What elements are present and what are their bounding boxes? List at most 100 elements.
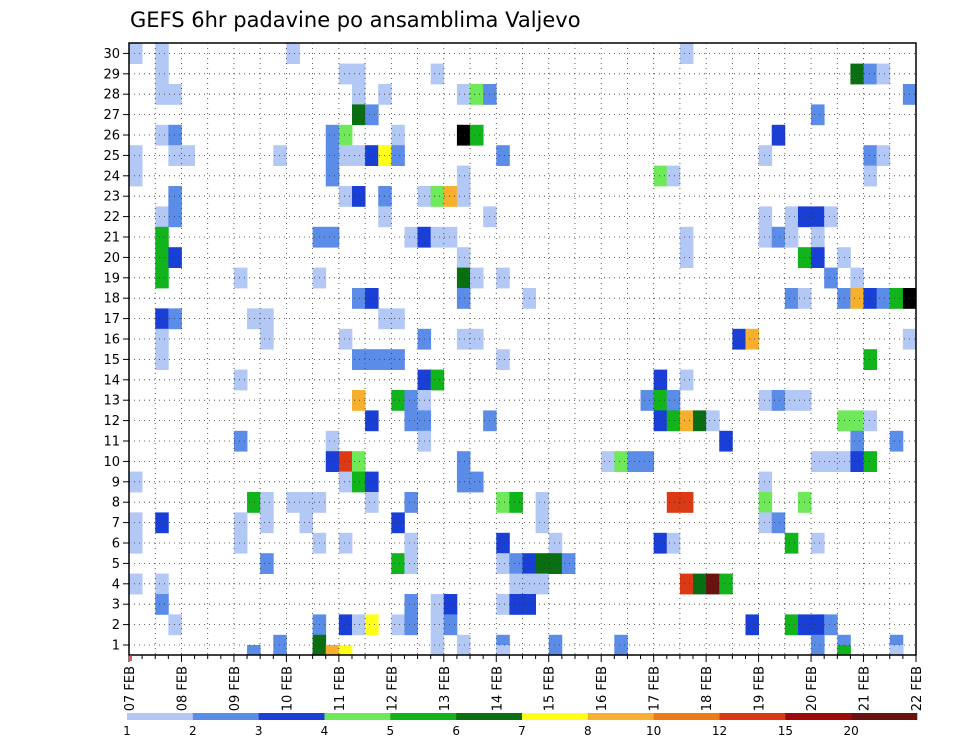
y-axis: 1234567891011121314151617181920212223242…: [103, 47, 129, 654]
heatmap-cell: [273, 145, 287, 166]
heatmap-cell: [155, 308, 169, 330]
heatmap-cell: [666, 410, 681, 432]
y-tick-label: 13: [103, 394, 120, 409]
colorbar-segment: [258, 713, 325, 720]
heatmap-cell: [338, 614, 353, 636]
heatmap-cell: [365, 349, 379, 370]
heatmap-cell: [155, 63, 169, 85]
heatmap-cell: [365, 410, 379, 432]
heatmap-cell: [509, 553, 523, 574]
heatmap-cell: [601, 451, 615, 472]
heatmap-cell: [430, 594, 445, 615]
heatmap-cell: [443, 186, 458, 207]
heatmap-cell: [129, 573, 143, 595]
heatmap-cell: [456, 471, 471, 493]
x-tick-label: 11 FEB: [333, 666, 348, 711]
heatmap-cell: [168, 206, 182, 228]
heatmap-cell: [391, 512, 405, 534]
heatmap-cell: [863, 165, 878, 187]
heatmap-cell: [365, 614, 379, 636]
y-tick-label: 24: [103, 169, 120, 184]
x-tick-label: 18 FEB: [700, 666, 715, 711]
heatmap-cell: [470, 471, 484, 493]
heatmap-cell: [679, 573, 694, 595]
heatmap-cell: [496, 553, 510, 574]
heatmap-cell: [168, 145, 182, 166]
heatmap-cell: [260, 553, 274, 574]
colorbar-label: 1: [123, 724, 131, 738]
heatmap-cell: [155, 226, 169, 248]
heatmap-cell: [811, 104, 825, 126]
x-tick-label: 16 FEB: [595, 666, 610, 711]
heatmap-cell: [496, 532, 510, 554]
heatmap-cell: [640, 390, 655, 411]
x-tick-label: 07 FEB: [123, 666, 138, 711]
heatmap-cell: [351, 614, 366, 636]
heatmap-cell: [811, 614, 825, 636]
heatmap-cell: [391, 145, 405, 166]
colorbar-label: 15: [778, 724, 793, 738]
heatmap-cell: [325, 165, 340, 187]
y-tick-label: 12: [103, 414, 120, 429]
heatmap-cell: [824, 451, 838, 472]
heatmap-cell: [129, 471, 143, 493]
heatmap-cell: [155, 43, 169, 64]
heatmap-cell: [811, 532, 825, 554]
heatmap-cell: [561, 553, 576, 574]
heatmap-cell: [666, 532, 681, 554]
x-tick-label: 17 FEB: [648, 666, 663, 711]
heatmap-cell: [496, 267, 510, 289]
heatmap-cell: [679, 410, 694, 432]
heatmap-cell: [811, 206, 825, 228]
heatmap-cells: [129, 43, 917, 656]
heatmap-cell: [391, 553, 405, 574]
heatmap-cell: [679, 369, 694, 391]
heatmap-cell: [365, 288, 379, 309]
x-tick-label: 20 FEB: [805, 666, 820, 711]
heatmap-cell: [338, 471, 353, 493]
heatmap-cell: [247, 308, 261, 330]
heatmap-cell: [837, 645, 851, 655]
heatmap-cell: [351, 390, 366, 411]
heatmap-cell: [404, 614, 418, 636]
y-tick-label: 9: [112, 475, 120, 490]
heatmap-cell: [811, 247, 825, 268]
heatmap-cell: [260, 512, 274, 534]
heatmap-cell: [850, 63, 864, 85]
heatmap-cell: [784, 288, 799, 309]
heatmap-cell: [260, 492, 274, 513]
heatmap-cell: [889, 288, 904, 309]
heatmap-cell: [338, 645, 353, 655]
heatmap-cell: [233, 532, 248, 554]
heatmap-cell: [168, 186, 182, 207]
heatmap-cell: [233, 430, 248, 452]
x-tick-label: 14 FEB: [490, 666, 505, 711]
heatmap-cell: [338, 63, 353, 85]
colorbar-label: 2: [189, 724, 197, 738]
heatmap-cell: [430, 186, 445, 207]
heatmap-cell: [470, 124, 484, 146]
y-tick-label: 6: [112, 537, 120, 552]
heatmap-cell: [351, 288, 366, 309]
heatmap-cell: [456, 186, 471, 207]
heatmap-cell: [129, 532, 143, 554]
x-tick-label: 13 FEB: [438, 666, 453, 711]
heatmap-cell: [666, 492, 681, 513]
heatmap-cell: [456, 634, 471, 656]
heatmap-cell: [784, 206, 799, 228]
heatmap-cell: [338, 145, 353, 166]
colorbar-segment: [127, 713, 194, 720]
heatmap-cell: [351, 84, 366, 105]
heatmap-cell: [299, 512, 314, 534]
heatmap-cell: [365, 471, 379, 493]
y-tick-label: 18: [103, 292, 120, 307]
heatmap-cell: [168, 84, 182, 105]
heatmap-cell: [338, 328, 353, 350]
heatmap-cell: [325, 124, 340, 146]
y-tick-label: 30: [103, 47, 120, 62]
heatmap-cell: [653, 369, 668, 391]
heatmap-cell: [155, 328, 169, 350]
heatmap-cell: [168, 614, 182, 636]
colorbar-label: 7: [518, 724, 526, 738]
